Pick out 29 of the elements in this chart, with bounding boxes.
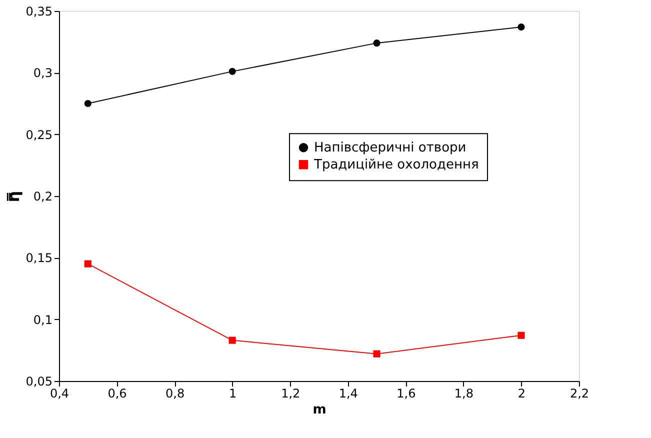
x-tick-label: 1,2 bbox=[281, 386, 300, 400]
x-axis-title: m bbox=[312, 402, 326, 418]
y-tick-label: 0,2 bbox=[33, 190, 52, 204]
y-tick-label: 0,35 bbox=[26, 4, 52, 18]
point bbox=[518, 24, 525, 31]
x-tick-label: 2 bbox=[518, 386, 526, 400]
y-tick-label: 0,3 bbox=[33, 66, 52, 80]
point bbox=[518, 332, 525, 339]
point bbox=[84, 100, 92, 108]
point bbox=[84, 260, 92, 268]
legend-label: Традиційне охолодення bbox=[313, 158, 479, 173]
y-tick-label: 0,1 bbox=[33, 312, 52, 327]
point bbox=[373, 350, 380, 358]
y-tick-label: 0,05 bbox=[26, 374, 52, 388]
x-tick-label: 0,8 bbox=[166, 386, 185, 400]
point bbox=[228, 336, 236, 344]
x-tick-label: 1,4 bbox=[338, 386, 358, 400]
point bbox=[228, 68, 236, 75]
y-tick-label: 0,25 bbox=[26, 128, 52, 142]
legend-label: Напівсферичні отвори bbox=[314, 140, 466, 156]
x-tick-label: 1 bbox=[229, 386, 237, 400]
x-tick-label: 0,6 bbox=[108, 386, 127, 400]
point bbox=[373, 40, 380, 47]
x-tick-label: 1,8 bbox=[454, 386, 474, 400]
x-tick-label: 1,6 bbox=[396, 386, 416, 400]
y-axis-title: η̿ bbox=[4, 190, 23, 202]
x-tick-label: 2,2 bbox=[570, 386, 590, 400]
x-tick-label: 0,4 bbox=[50, 386, 70, 400]
y-tick-label: 0,15 bbox=[26, 251, 52, 266]
